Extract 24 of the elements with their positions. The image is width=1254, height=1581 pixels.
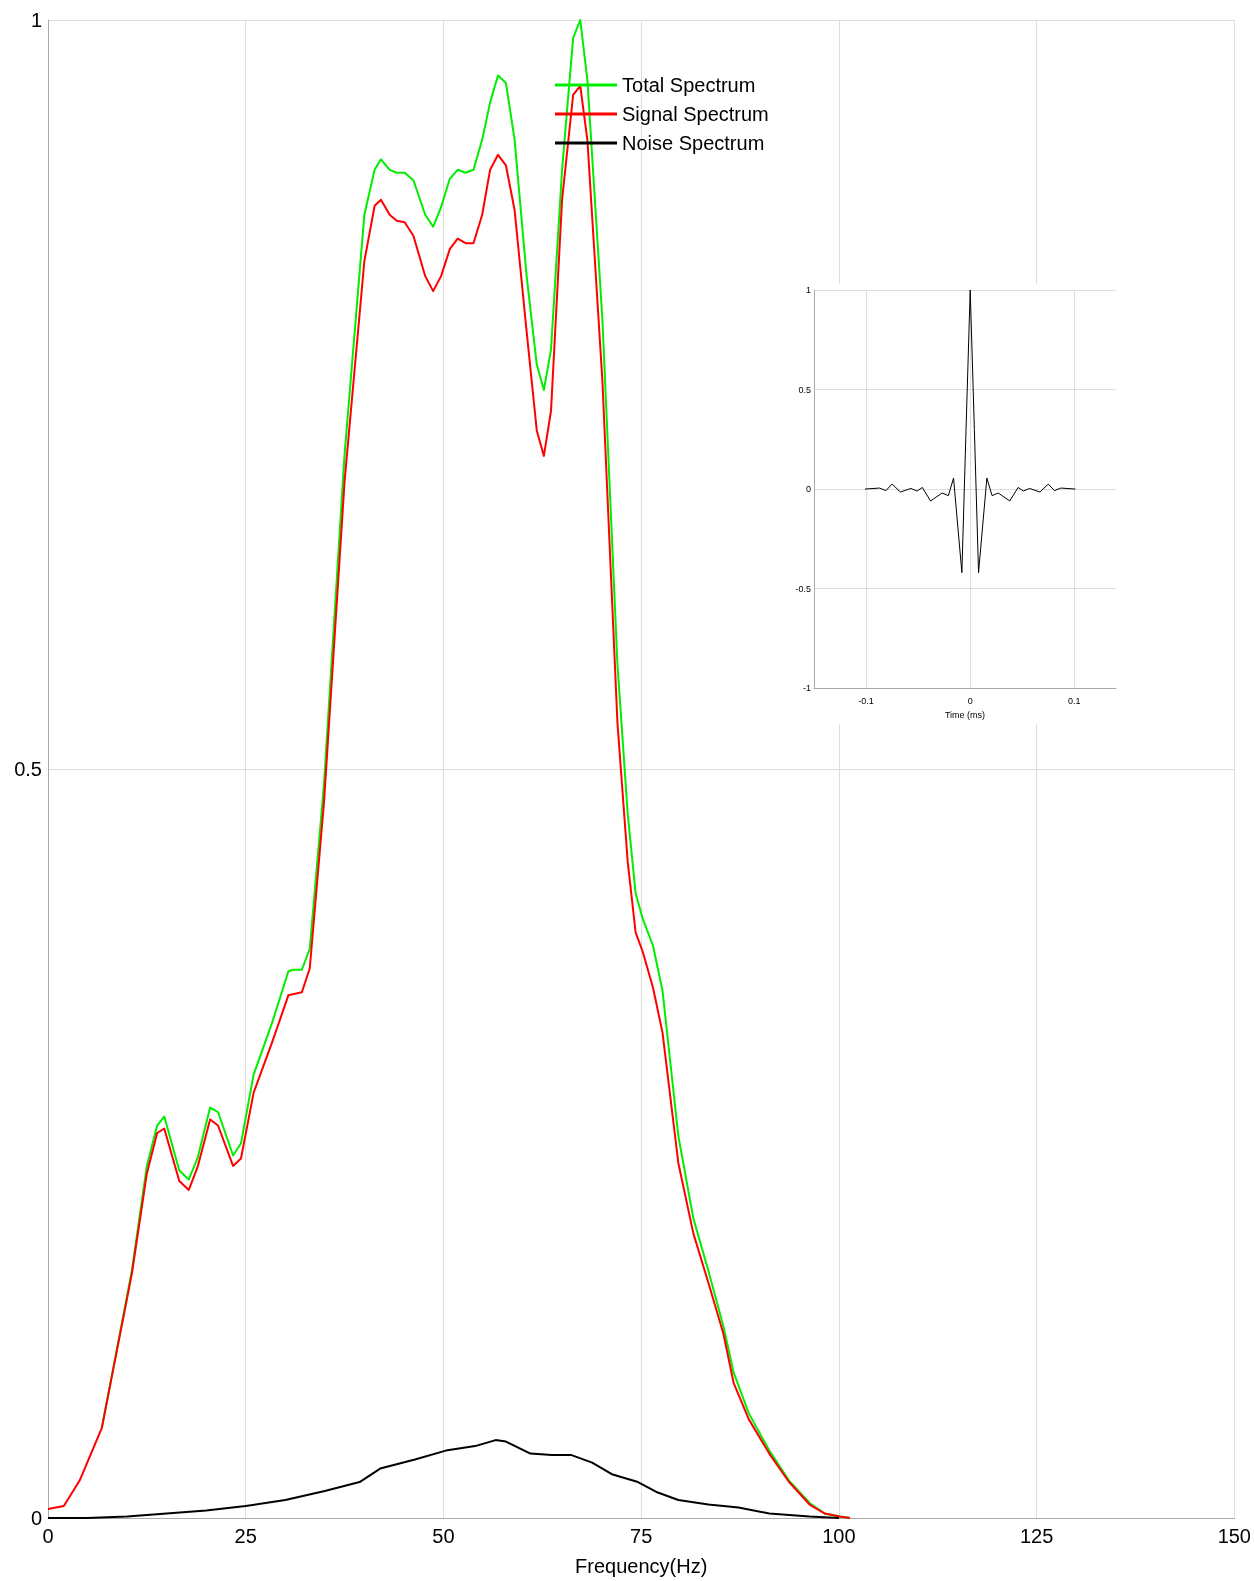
- x-tick-label: 50: [432, 1525, 455, 1547]
- legend-label: Signal Spectrum: [622, 103, 769, 125]
- legend-label: Total Spectrum: [622, 74, 756, 96]
- line-series: [47, 1439, 840, 1519]
- x-tick-label: 0: [967, 695, 973, 706]
- y-tick-label: 0: [30, 1507, 42, 1529]
- y-tick-label: 1: [30, 9, 42, 31]
- x-tick-label: 100: [822, 1525, 856, 1547]
- y-tick-label: 0.5: [14, 758, 42, 780]
- x-tick-label: 0.1: [1068, 695, 1081, 706]
- y-tick-label: 0.5: [798, 384, 811, 395]
- y-tick-label: -0.5: [795, 583, 811, 594]
- x-axis-title: Frequency(Hz): [575, 1555, 708, 1577]
- x-tick-label: 75: [630, 1525, 653, 1547]
- y-tick-label: 0: [805, 484, 811, 495]
- x-tick-label: 25: [234, 1525, 257, 1547]
- x-tick-label: 125: [1019, 1525, 1054, 1547]
- y-tick-label: -1: [802, 683, 811, 694]
- y-tick-label: 1: [805, 285, 811, 295]
- legend-label: Noise Spectrum: [622, 132, 765, 154]
- x-axis-title: Time (ms): [944, 709, 986, 720]
- line-series: [864, 289, 1076, 574]
- x-tick-label: 150: [1217, 1525, 1251, 1547]
- x-tick-label: -0.1: [858, 695, 874, 706]
